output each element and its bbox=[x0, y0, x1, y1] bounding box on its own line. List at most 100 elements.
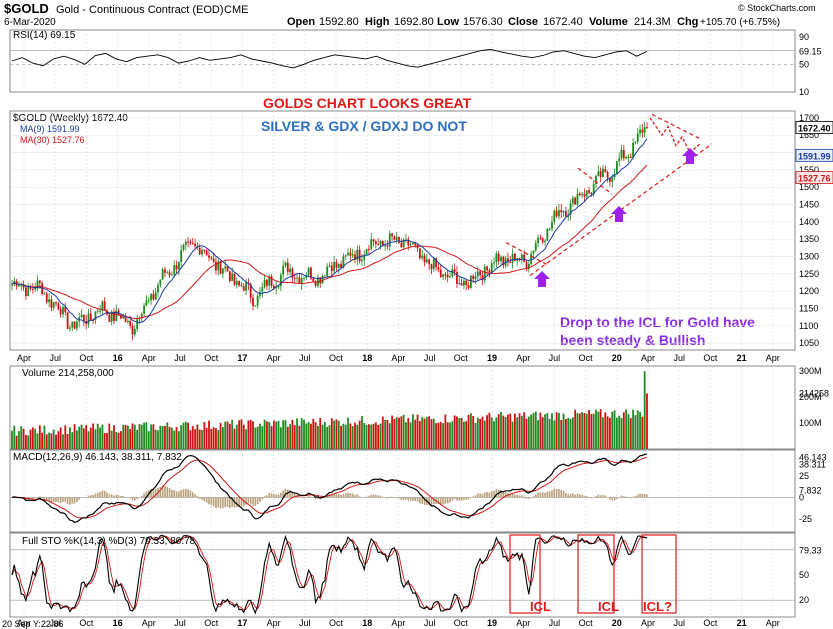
macd-hist-bar bbox=[449, 497, 451, 503]
macd-hist-bar bbox=[273, 494, 275, 498]
volume-bar bbox=[625, 409, 628, 449]
volume-bar bbox=[208, 420, 210, 449]
time-axis-label: 18 bbox=[362, 353, 372, 363]
volume-bar bbox=[157, 430, 159, 449]
icl-box bbox=[641, 534, 677, 614]
time-axis-label-bottom: Jul bbox=[299, 618, 311, 628]
macd-hist-bar bbox=[317, 497, 319, 499]
macd-hist-bar bbox=[551, 490, 553, 498]
macd-hist-bar bbox=[504, 492, 507, 498]
price-candle bbox=[270, 276, 273, 286]
macd-hist-bar bbox=[335, 494, 338, 498]
price-candle bbox=[284, 262, 287, 266]
volume-bar bbox=[509, 413, 512, 449]
macd-hist-bar bbox=[263, 496, 266, 498]
macd-hist-bar bbox=[115, 494, 118, 498]
volume-bar bbox=[449, 422, 451, 449]
price-annotations bbox=[505, 113, 713, 287]
price-candle bbox=[604, 169, 607, 172]
time-axis-label-bottom: Oct bbox=[79, 618, 94, 628]
volume-bar bbox=[384, 419, 387, 449]
macd-hist-bar bbox=[87, 495, 90, 498]
volume-bar bbox=[629, 418, 632, 449]
price-candle bbox=[310, 267, 312, 279]
price-candle bbox=[20, 285, 23, 287]
sto-axis-label: 50 bbox=[799, 570, 809, 580]
price-candle bbox=[326, 266, 329, 276]
macd-hist-bar bbox=[581, 494, 583, 498]
macd-hist-bar bbox=[198, 497, 201, 499]
volume-bar bbox=[530, 414, 533, 449]
time-axis-label: Oct bbox=[579, 353, 594, 363]
price-candle bbox=[277, 285, 280, 288]
volume-bar bbox=[270, 426, 273, 449]
volume-bar bbox=[312, 418, 315, 449]
price-candle bbox=[286, 262, 289, 272]
time-axis-label: Apr bbox=[516, 353, 530, 363]
macd-hist-bar bbox=[541, 492, 544, 498]
symbol: $GOLD bbox=[4, 1, 49, 16]
macd-hist-bar bbox=[201, 497, 203, 501]
price-candle bbox=[451, 269, 454, 277]
macd-hist-bar bbox=[136, 497, 138, 499]
macd-hist-bar bbox=[458, 497, 461, 501]
time-axis-label: Oct bbox=[703, 353, 718, 363]
price-candle bbox=[62, 306, 64, 315]
price-candle bbox=[370, 239, 373, 250]
macd-hist-bar bbox=[382, 496, 384, 498]
time-axis-label-bottom: Apr bbox=[267, 618, 281, 628]
price-value-box bbox=[795, 148, 833, 162]
volume-bar bbox=[634, 415, 637, 449]
volume-bar bbox=[551, 413, 553, 449]
macd-hist-bar bbox=[247, 497, 250, 504]
price-candle bbox=[537, 237, 539, 244]
macd-hist-bar bbox=[266, 495, 268, 498]
volume-bar bbox=[231, 419, 234, 449]
price-candle bbox=[43, 293, 46, 295]
volume-bar bbox=[504, 416, 507, 449]
volume-bar bbox=[507, 414, 509, 449]
macd-hist-bar bbox=[34, 497, 36, 499]
chart-header: $GOLD Gold - Continuous Contract (EOD) C… bbox=[4, 1, 816, 28]
volume-bar bbox=[154, 429, 157, 449]
price-candle bbox=[82, 314, 85, 322]
volume-bar bbox=[611, 411, 614, 449]
volume-bar bbox=[196, 424, 199, 449]
price-candle bbox=[562, 210, 565, 213]
price-candle bbox=[523, 254, 526, 262]
volume-bar bbox=[203, 422, 206, 449]
price-candle bbox=[252, 297, 254, 306]
price-candle bbox=[571, 197, 574, 204]
macd-hist-bar bbox=[481, 494, 484, 498]
price-axis-label: 1650 bbox=[799, 130, 819, 140]
volume-bar bbox=[615, 417, 618, 449]
macd-hist-bar bbox=[298, 496, 301, 498]
macd-hist-bar bbox=[625, 496, 627, 498]
price-candle bbox=[73, 321, 76, 329]
macd-hist-bar bbox=[423, 497, 426, 506]
macd-hist-bar bbox=[245, 497, 247, 505]
price-candle bbox=[395, 236, 398, 240]
price-candle bbox=[256, 295, 259, 306]
macd-hist-bar bbox=[175, 491, 178, 498]
time-axis-label-bottom: Apr bbox=[516, 618, 530, 628]
time-axis-label-bottom: Jul bbox=[424, 618, 436, 628]
price-candle bbox=[620, 149, 623, 159]
volume-bar bbox=[284, 420, 287, 449]
macd-hist-bar bbox=[539, 491, 542, 498]
volume-bar bbox=[588, 409, 590, 449]
volume-bar bbox=[599, 409, 602, 449]
price-candle bbox=[143, 305, 145, 314]
price-candle bbox=[539, 237, 542, 239]
macd-hist-bar bbox=[634, 495, 637, 498]
macd-hist-bar bbox=[565, 493, 567, 498]
volume-bar bbox=[18, 431, 20, 449]
macd-hist-bar bbox=[307, 495, 310, 498]
annotation-bottom-line2: been steady & Bullish bbox=[560, 332, 705, 348]
price-candle bbox=[173, 265, 176, 275]
volume-bar bbox=[481, 416, 484, 449]
time-axis-label-bottom: 21 bbox=[737, 618, 747, 628]
price-candle bbox=[449, 276, 451, 278]
volume-bar bbox=[136, 429, 139, 449]
volume-bar bbox=[539, 412, 542, 449]
